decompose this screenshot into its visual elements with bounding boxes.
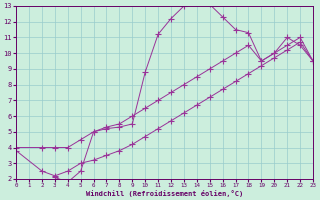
X-axis label: Windchill (Refroidissement éolien,°C): Windchill (Refroidissement éolien,°C) [86, 190, 243, 197]
